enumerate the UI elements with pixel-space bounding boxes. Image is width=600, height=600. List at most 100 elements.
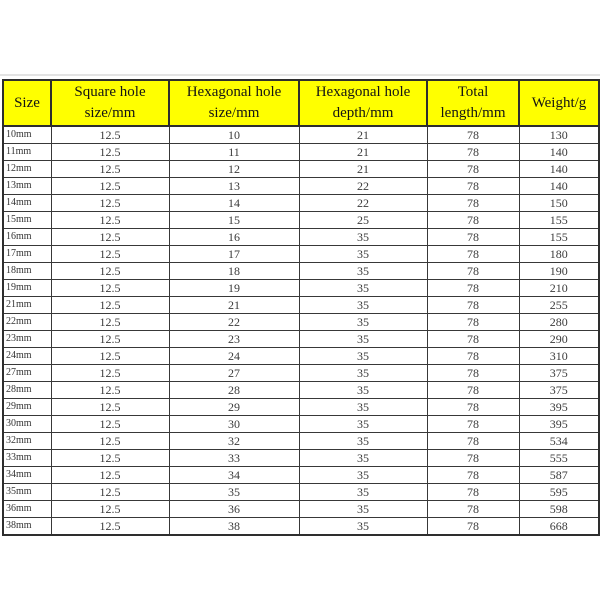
cell-hex-hole-size: 23 xyxy=(168,330,300,348)
cell-total-length: 78 xyxy=(426,245,520,263)
cell-hex-hole-depth: 25 xyxy=(298,211,428,229)
cell-weight: 668 xyxy=(518,517,600,536)
cell-size: 22mm xyxy=(2,313,52,331)
cell-hex-hole-size: 13 xyxy=(168,177,300,195)
table-row: 10mm 12.5 10 21 78 130 xyxy=(2,125,600,144)
cell-hex-hole-depth: 35 xyxy=(298,415,428,433)
cell-size: 19mm xyxy=(2,279,52,297)
cell-square-hole-size: 12.5 xyxy=(50,194,170,212)
cell-square-hole-size: 12.5 xyxy=(50,415,170,433)
cell-weight: 140 xyxy=(518,160,600,178)
cell-hex-hole-size: 22 xyxy=(168,313,300,331)
cell-size: 16mm xyxy=(2,228,52,246)
cell-weight: 375 xyxy=(518,381,600,399)
column-header-hex-hole-size: Hexagonal hole size/mm xyxy=(168,79,300,127)
cell-total-length: 78 xyxy=(426,449,520,467)
table-row: 30mm 12.5 30 35 78 395 xyxy=(2,415,600,433)
cell-hex-hole-size: 30 xyxy=(168,415,300,433)
table-row: 14mm 12.5 14 22 78 150 xyxy=(2,194,600,212)
cell-square-hole-size: 12.5 xyxy=(50,211,170,229)
cell-hex-hole-depth: 35 xyxy=(298,381,428,399)
cell-hex-hole-depth: 35 xyxy=(298,313,428,331)
cell-weight: 375 xyxy=(518,364,600,382)
cell-square-hole-size: 12.5 xyxy=(50,313,170,331)
cell-hex-hole-size: 18 xyxy=(168,262,300,280)
cell-hex-hole-depth: 35 xyxy=(298,364,428,382)
cell-size: 24mm xyxy=(2,347,52,365)
cell-total-length: 78 xyxy=(426,347,520,365)
socket-spec-table: Size Square hole size/mm Hexagonal hole size… xyxy=(2,79,600,536)
table-row: 34mm 12.5 34 35 78 587 xyxy=(2,466,600,484)
cell-hex-hole-size: 32 xyxy=(168,432,300,450)
cell-square-hole-size: 12.5 xyxy=(50,398,170,416)
cell-hex-hole-depth: 35 xyxy=(298,330,428,348)
cell-size: 11mm xyxy=(2,143,52,161)
cell-total-length: 78 xyxy=(426,125,520,144)
cell-hex-hole-size: 34 xyxy=(168,466,300,484)
cell-total-length: 78 xyxy=(426,398,520,416)
cell-size: 29mm xyxy=(2,398,52,416)
cell-square-hole-size: 12.5 xyxy=(50,517,170,536)
cell-square-hole-size: 12.5 xyxy=(50,160,170,178)
cell-weight: 587 xyxy=(518,466,600,484)
cell-hex-hole-size: 21 xyxy=(168,296,300,314)
cell-hex-hole-size: 11 xyxy=(168,143,300,161)
table-row: 35mm 12.5 35 35 78 595 xyxy=(2,483,600,501)
column-header-weight: Weight/g xyxy=(518,79,600,127)
cell-size: 32mm xyxy=(2,432,52,450)
cell-size: 10mm xyxy=(2,125,52,144)
cell-hex-hole-depth: 22 xyxy=(298,194,428,212)
cell-hex-hole-depth: 35 xyxy=(298,483,428,501)
header-row: Size Square hole size/mm Hexagonal hole size… xyxy=(2,79,600,127)
cell-hex-hole-depth: 21 xyxy=(298,143,428,161)
cell-size: 33mm xyxy=(2,449,52,467)
cell-size: 30mm xyxy=(2,415,52,433)
cell-total-length: 78 xyxy=(426,364,520,382)
cell-total-length: 78 xyxy=(426,500,520,518)
table-row: 29mm 12.5 29 35 78 395 xyxy=(2,398,600,416)
column-header-total-length: Total length/mm xyxy=(426,79,520,127)
column-header-size: Size xyxy=(2,79,52,127)
cell-total-length: 78 xyxy=(426,194,520,212)
cell-total-length: 78 xyxy=(426,177,520,195)
table-row: 18mm 12.5 18 35 78 190 xyxy=(2,262,600,280)
cell-total-length: 78 xyxy=(426,143,520,161)
cell-hex-hole-size: 28 xyxy=(168,381,300,399)
cell-size: 13mm xyxy=(2,177,52,195)
cell-total-length: 78 xyxy=(426,313,520,331)
cell-weight: 130 xyxy=(518,125,600,144)
cell-square-hole-size: 12.5 xyxy=(50,432,170,450)
cell-weight: 155 xyxy=(518,228,600,246)
cell-total-length: 78 xyxy=(426,483,520,501)
table-row: 19mm 12.5 19 35 78 210 xyxy=(2,279,600,297)
cell-size: 38mm xyxy=(2,517,52,536)
table-row: 17mm 12.5 17 35 78 180 xyxy=(2,245,600,263)
table-row: 11mm 12.5 11 21 78 140 xyxy=(2,143,600,161)
table-row: 21mm 12.5 21 35 78 255 xyxy=(2,296,600,314)
cell-hex-hole-depth: 35 xyxy=(298,245,428,263)
cell-size: 18mm xyxy=(2,262,52,280)
cell-weight: 534 xyxy=(518,432,600,450)
cell-total-length: 78 xyxy=(426,296,520,314)
table-row: 16mm 12.5 16 35 78 155 xyxy=(2,228,600,246)
cell-hex-hole-depth: 35 xyxy=(298,262,428,280)
cell-square-hole-size: 12.5 xyxy=(50,177,170,195)
table-row: 22mm 12.5 22 35 78 280 xyxy=(2,313,600,331)
cell-total-length: 78 xyxy=(426,517,520,536)
table-row: 38mm 12.5 38 35 78 668 xyxy=(2,517,600,536)
cell-hex-hole-depth: 35 xyxy=(298,466,428,484)
cell-hex-hole-size: 38 xyxy=(168,517,300,536)
cell-weight: 210 xyxy=(518,279,600,297)
cell-total-length: 78 xyxy=(426,466,520,484)
cell-weight: 395 xyxy=(518,398,600,416)
cell-square-hole-size: 12.5 xyxy=(50,347,170,365)
cell-total-length: 78 xyxy=(426,432,520,450)
cell-size: 12mm xyxy=(2,160,52,178)
cell-hex-hole-size: 27 xyxy=(168,364,300,382)
cell-square-hole-size: 12.5 xyxy=(50,466,170,484)
cell-weight: 180 xyxy=(518,245,600,263)
cell-hex-hole-depth: 35 xyxy=(298,432,428,450)
cell-square-hole-size: 12.5 xyxy=(50,364,170,382)
cell-hex-hole-size: 24 xyxy=(168,347,300,365)
cell-square-hole-size: 12.5 xyxy=(50,296,170,314)
